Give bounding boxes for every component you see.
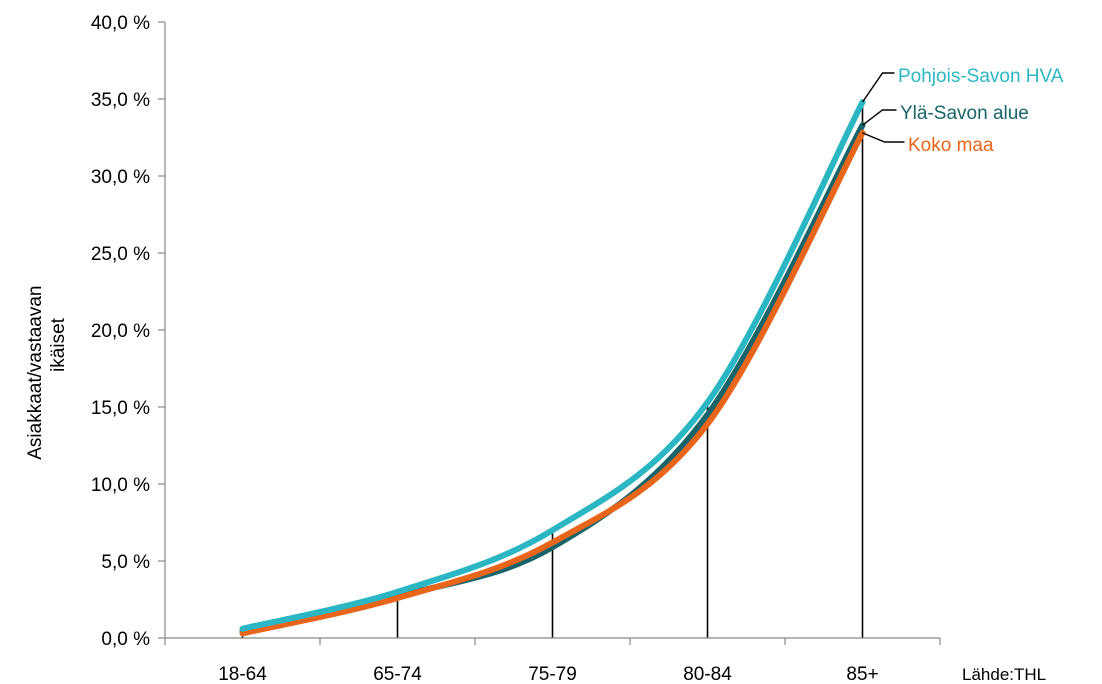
y-tick-label: 5,0 % — [101, 552, 150, 573]
series-label-yla-savon: Ylä-Savon alue — [900, 103, 1029, 124]
y-tick-label: 25,0 % — [91, 244, 150, 265]
y-tick-label: 20,0 % — [91, 321, 150, 342]
x-tick-label: 75-79 — [528, 664, 577, 684]
y-tick-label: 15,0 % — [91, 398, 150, 419]
source-note: Lähde:THL — [962, 665, 1046, 684]
x-tick-label: 80-84 — [683, 664, 732, 684]
y-tick-label: 30,0 % — [91, 167, 150, 188]
y-axis-label-line-1: Asiakkaat/vastaavan — [25, 286, 46, 460]
tick-labels: 0,0 % 5,0 % 10,0 % 15,0 % 20,0 % 25,0 % 30,0 %… — [91, 13, 879, 684]
series-line — [239, 99, 866, 632]
label-leader-line — [861, 72, 895, 103]
label-leaders — [861, 72, 905, 143]
series-lines — [239, 99, 866, 637]
series-label-koko-maa: Koko maa — [908, 135, 994, 156]
drop-lines — [241, 102, 864, 638]
axes — [158, 21, 941, 645]
series-line — [239, 129, 866, 637]
y-tick-label: 40,0 % — [91, 13, 150, 34]
y-tick-label: 10,0 % — [91, 475, 150, 496]
series-label-pohjois-savon: Pohjois-Savon HVA — [898, 66, 1064, 87]
label-leader-line — [862, 132, 905, 143]
y-tick-label: 0,0 % — [101, 629, 150, 650]
label-leader-line — [862, 109, 897, 126]
y-tick-label: 35,0 % — [91, 90, 150, 111]
y-axis-label: Asiakkaat/vastaavan ikäiset — [25, 280, 69, 460]
x-tick-label: 85+ — [846, 664, 878, 684]
x-tick-label: 18-64 — [218, 664, 267, 684]
y-axis-label-line-2: ikäiset — [48, 317, 69, 372]
x-tick-label: 65-74 — [373, 664, 422, 684]
